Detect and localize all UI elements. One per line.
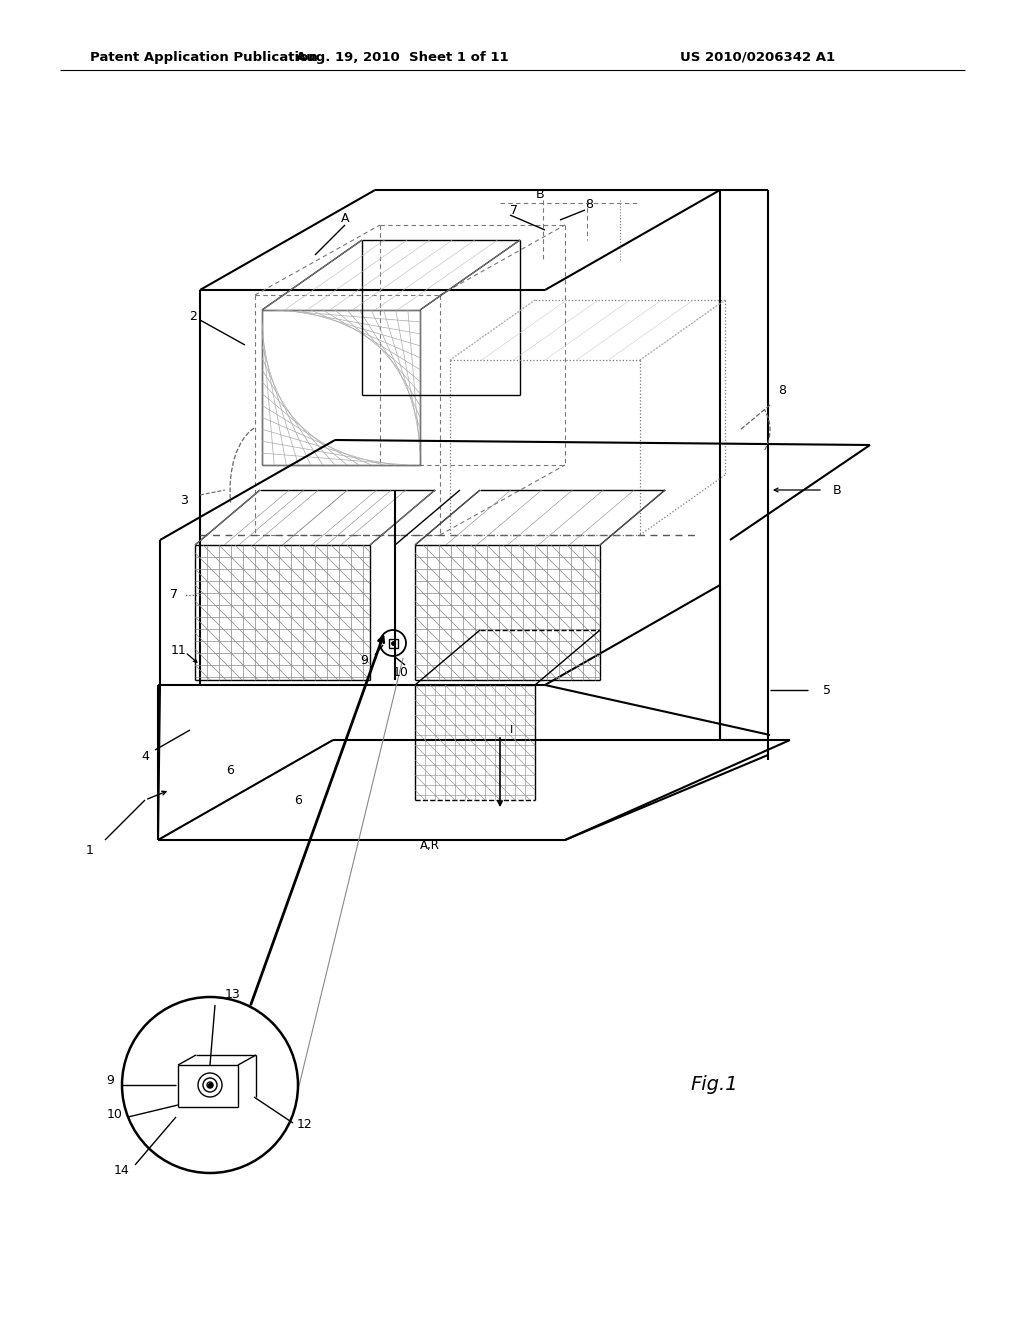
Text: 9: 9 — [106, 1073, 114, 1086]
Text: 8: 8 — [778, 384, 786, 396]
Bar — [388, 639, 397, 648]
Text: A: A — [341, 211, 349, 224]
Text: 14: 14 — [114, 1163, 130, 1176]
Text: US 2010/0206342 A1: US 2010/0206342 A1 — [680, 50, 836, 63]
Text: A,R: A,R — [420, 838, 440, 851]
Text: 9: 9 — [360, 653, 368, 667]
Text: Aug. 19, 2010  Sheet 1 of 11: Aug. 19, 2010 Sheet 1 of 11 — [296, 50, 508, 63]
Text: B: B — [536, 189, 545, 202]
Text: 3: 3 — [180, 494, 188, 507]
Text: 10: 10 — [393, 665, 409, 678]
Text: 10: 10 — [108, 1109, 123, 1122]
Text: 13: 13 — [225, 989, 241, 1002]
Text: 2: 2 — [189, 309, 197, 322]
Text: 7: 7 — [510, 203, 518, 216]
Text: 11: 11 — [170, 644, 186, 656]
Text: 12: 12 — [297, 1118, 313, 1131]
Text: 5: 5 — [823, 684, 831, 697]
Text: 7: 7 — [170, 589, 178, 602]
Text: 4: 4 — [141, 751, 148, 763]
Text: Patent Application Publication: Patent Application Publication — [90, 50, 317, 63]
Text: 8: 8 — [585, 198, 593, 211]
Text: Fig.1: Fig.1 — [690, 1076, 737, 1094]
Text: 6: 6 — [294, 793, 302, 807]
Text: B: B — [833, 483, 842, 496]
Text: 1: 1 — [86, 843, 94, 857]
Text: I: I — [510, 725, 513, 735]
Text: 6: 6 — [226, 763, 233, 776]
